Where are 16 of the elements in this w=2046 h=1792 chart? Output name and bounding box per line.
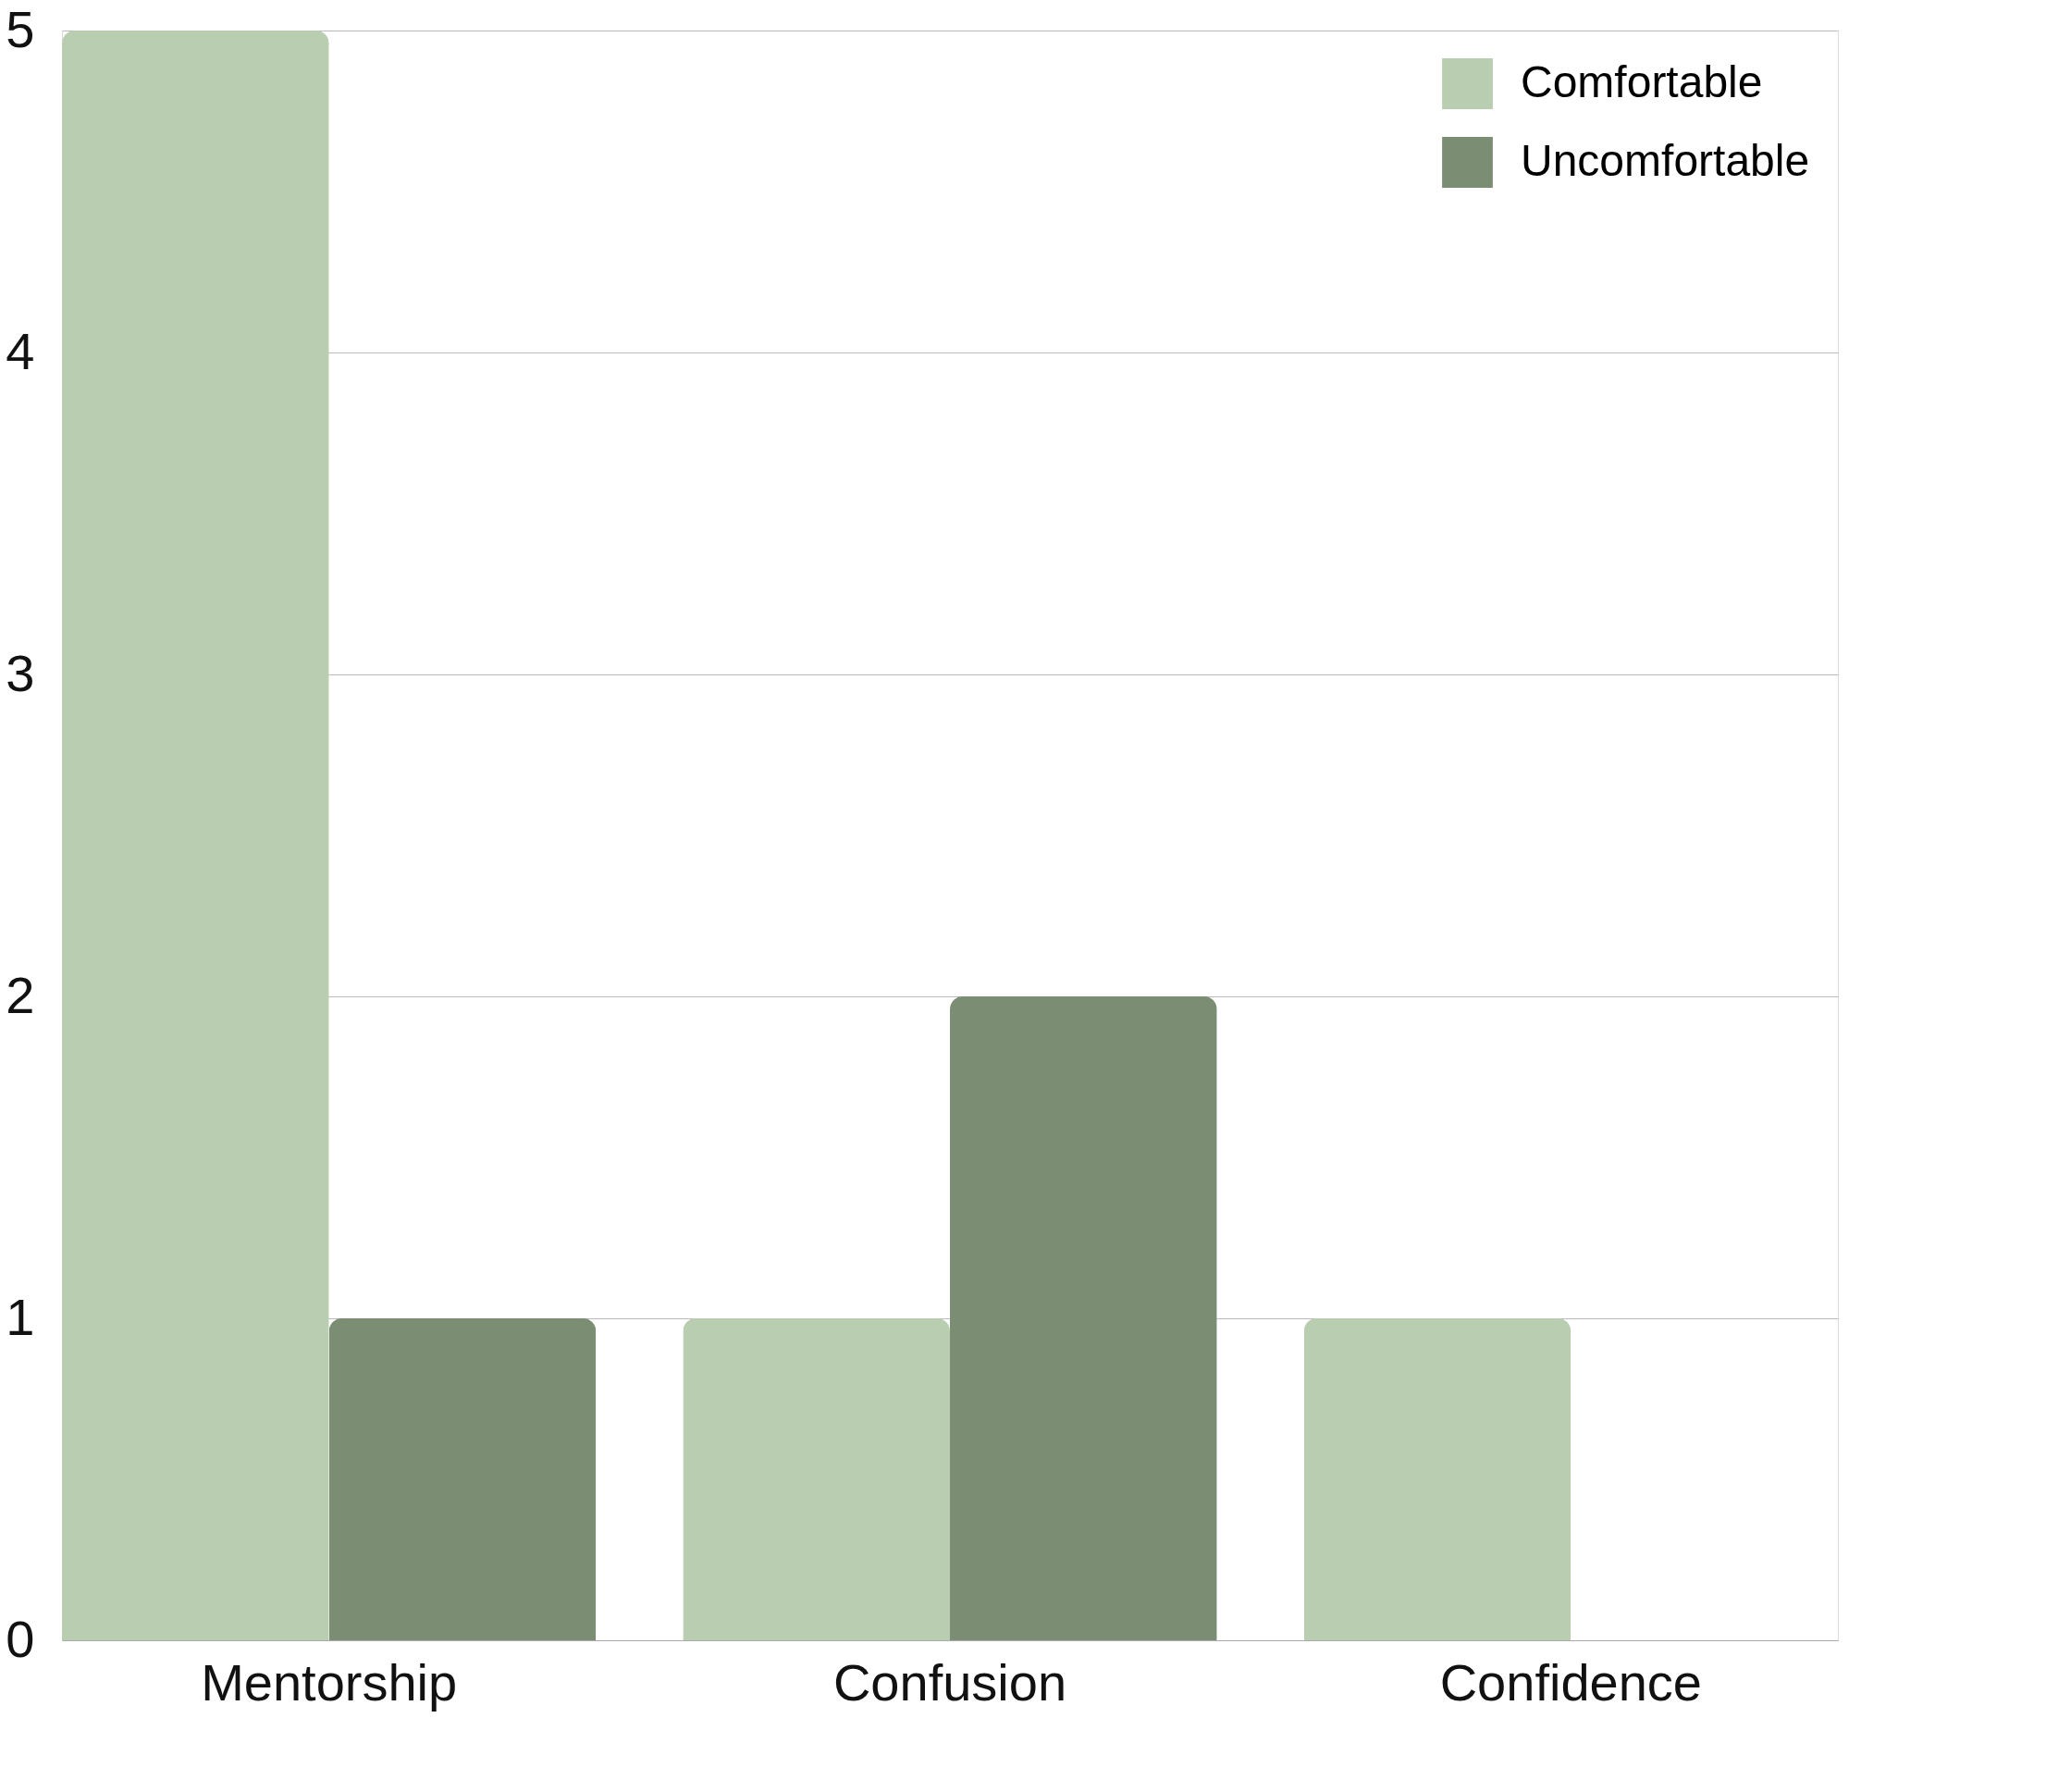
- y-tick-label: 3: [6, 643, 35, 702]
- bar: [328, 1318, 597, 1640]
- bar: [62, 31, 329, 1640]
- bar: [1303, 1318, 1571, 1640]
- y-tick-label: 0: [6, 1609, 35, 1668]
- legend-label: Uncomfortable: [1521, 135, 1810, 185]
- bar: [950, 996, 1217, 1640]
- x-tick-label: Confidence: [1439, 1652, 1702, 1712]
- y-tick-label: 2: [6, 965, 35, 1024]
- y-tick-label: 1: [6, 1287, 35, 1346]
- bar: [683, 1318, 950, 1640]
- x-tick-label: Mentorship: [201, 1652, 458, 1712]
- legend-label: Comfortable: [1521, 56, 1763, 106]
- x-tick-label: Confusion: [832, 1652, 1067, 1712]
- y-tick-label: 5: [6, 0, 35, 58]
- y-tick-label: 4: [6, 321, 35, 380]
